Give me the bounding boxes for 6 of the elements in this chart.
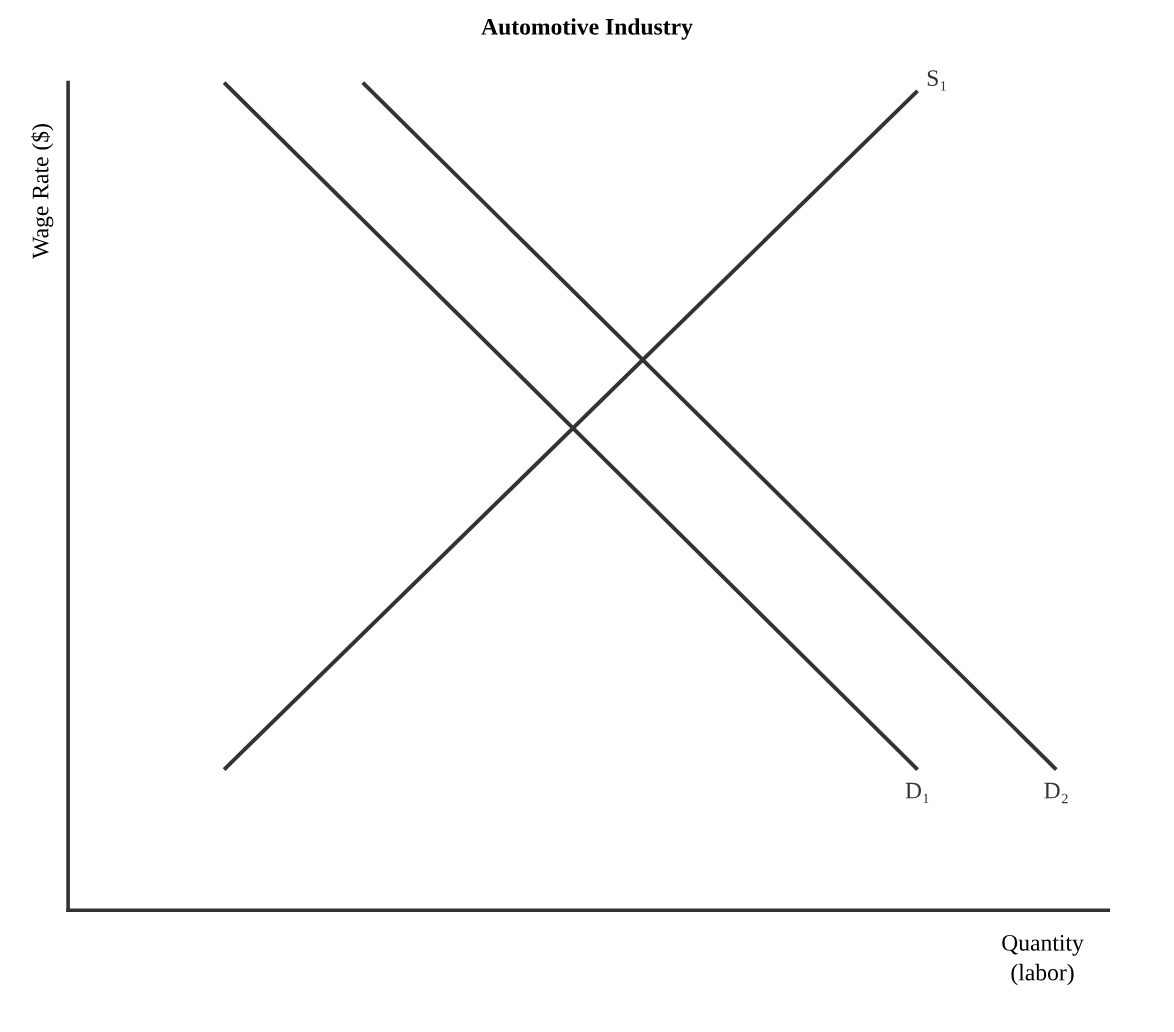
series-label: D₂: [1044, 782, 1068, 804]
x-axis-title: Quantity (labor): [1002, 934, 1084, 986]
series-label: S₁: [927, 70, 946, 91]
series-label: D₁: [905, 782, 929, 804]
chart-title: Automotive Industry: [481, 18, 693, 40]
y-axis-title: Wage Rate ($): [31, 124, 54, 259]
